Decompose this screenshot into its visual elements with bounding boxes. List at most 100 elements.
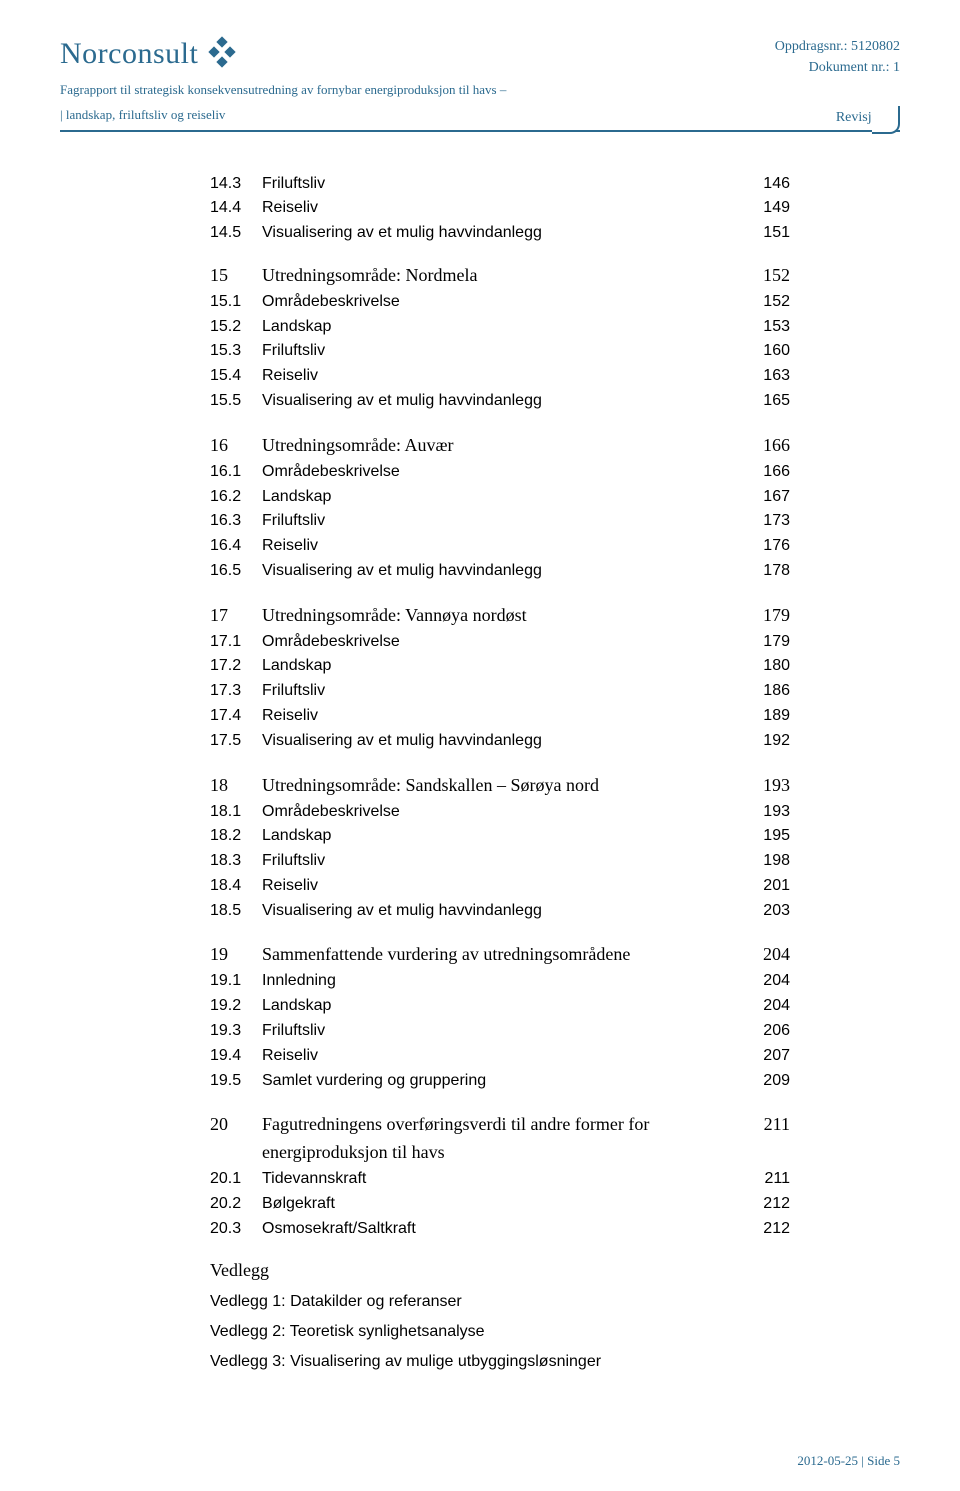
subtitle-line-1: Fagrapport til strategisk konsekvensutre… bbox=[60, 80, 900, 101]
toc-title: Friluftsliv bbox=[262, 509, 746, 534]
toc-page: 167 bbox=[746, 485, 790, 510]
toc-num: 17.1 bbox=[210, 630, 262, 655]
toc-sub: 16.5Visualisering av et mulig havvindanl… bbox=[210, 559, 790, 584]
toc-title: Visualisering av et mulig havvindanlegg bbox=[262, 221, 746, 246]
toc-section: 17Utredningsområde: Vannøya nordøst17917… bbox=[210, 602, 790, 754]
toc-page: 204 bbox=[746, 994, 790, 1019]
toc-num: 15.2 bbox=[210, 315, 262, 340]
toc-sub: 16.4Reiseliv176 bbox=[210, 534, 790, 559]
toc-page: 195 bbox=[746, 824, 790, 849]
toc-title: Osmosekraft/Saltkraft bbox=[262, 1217, 746, 1242]
toc-page: 146 bbox=[746, 172, 790, 197]
toc-num: 20.3 bbox=[210, 1217, 262, 1242]
toc-sub: 15.5Visualisering av et mulig havvindanl… bbox=[210, 389, 790, 414]
toc-page: 198 bbox=[746, 849, 790, 874]
toc-num: 20.1 bbox=[210, 1167, 262, 1192]
toc-num: 15.5 bbox=[210, 389, 262, 414]
toc-section: 19Sammenfattende vurdering av utrednings… bbox=[210, 941, 790, 1093]
toc-sub: 15.1Områdebeskrivelse152 bbox=[210, 290, 790, 315]
toc-num: 19.3 bbox=[210, 1019, 262, 1044]
toc-title: Friluftsliv bbox=[262, 849, 746, 874]
toc-sub: 19.1Innledning204 bbox=[210, 969, 790, 994]
toc-page: 203 bbox=[746, 899, 790, 924]
toc-title: Friluftsliv bbox=[262, 172, 746, 197]
toc-title: Landskap bbox=[262, 654, 746, 679]
toc-sub: 18.1Områdebeskrivelse193 bbox=[210, 800, 790, 825]
toc-num: 18.1 bbox=[210, 800, 262, 825]
logo-diamond-icon bbox=[204, 36, 240, 72]
subtitle-line-2: | landskap, friluftsliv og reiseliv bbox=[60, 105, 225, 126]
toc-title: Tidevannskraft bbox=[262, 1167, 746, 1192]
toc-heading: 18Utredningsområde: Sandskallen – Sørøya… bbox=[210, 772, 790, 800]
toc-title: Visualisering av et mulig havvindanlegg bbox=[262, 389, 746, 414]
toc-title: Reiseliv bbox=[262, 196, 746, 221]
toc-page: 163 bbox=[746, 364, 790, 389]
toc-title: Utredningsområde: Auvær bbox=[262, 432, 722, 460]
toc-num: 18.3 bbox=[210, 849, 262, 874]
toc-heading: 20Fagutredningens overføringsverdi til a… bbox=[210, 1111, 790, 1167]
toc-title: Friluftsliv bbox=[262, 339, 746, 364]
corner-curve-icon bbox=[872, 106, 900, 134]
toc-num: 17.4 bbox=[210, 704, 262, 729]
toc-num: 16.5 bbox=[210, 559, 262, 584]
toc-title: Reiseliv bbox=[262, 704, 746, 729]
toc-page: 179 bbox=[746, 602, 790, 630]
toc-page: 165 bbox=[746, 389, 790, 414]
toc-num: 16.1 bbox=[210, 460, 262, 485]
toc-num: 19 bbox=[210, 941, 262, 969]
toc-heading: 19Sammenfattende vurdering av utrednings… bbox=[210, 941, 790, 969]
toc-title: Sammenfattende vurdering av utredningsom… bbox=[262, 941, 722, 969]
toc-num: 17.2 bbox=[210, 654, 262, 679]
toc-heading: 17Utredningsområde: Vannøya nordøst179 bbox=[210, 602, 790, 630]
toc-num: 16 bbox=[210, 432, 262, 460]
toc-page: 179 bbox=[746, 630, 790, 655]
toc-num: 16.4 bbox=[210, 534, 262, 559]
toc-title: Områdebeskrivelse bbox=[262, 630, 746, 655]
toc-sub: 17.4Reiseliv189 bbox=[210, 704, 790, 729]
toc-title: Reiseliv bbox=[262, 364, 746, 389]
toc-sub: 17.3Friluftsliv186 bbox=[210, 679, 790, 704]
toc-sub: 19.2Landskap204 bbox=[210, 994, 790, 1019]
toc-page: 206 bbox=[746, 1019, 790, 1044]
toc-page: 212 bbox=[746, 1217, 790, 1242]
toc-num: 18.2 bbox=[210, 824, 262, 849]
header-divider bbox=[60, 130, 900, 132]
toc-content: 14.3Friluftsliv14614.4Reiseliv14914.5Vis… bbox=[210, 172, 790, 1378]
toc-num: 16.3 bbox=[210, 509, 262, 534]
toc-num: 19.4 bbox=[210, 1044, 262, 1069]
vedlegg-item: Vedlegg 2: Teoretisk synlighetsanalyse bbox=[210, 1317, 790, 1347]
logo-text: Norconsult bbox=[60, 37, 198, 71]
toc-sub: 14.5Visualisering av et mulig havvindanl… bbox=[210, 221, 790, 246]
toc-sub: 16.3Friluftsliv173 bbox=[210, 509, 790, 534]
toc-num: 15 bbox=[210, 262, 262, 290]
divider-wrap bbox=[60, 130, 900, 132]
meta-right: Oppdragsnr.: 5120802 Dokument nr.: 1 bbox=[775, 36, 900, 78]
toc-page: 166 bbox=[746, 432, 790, 460]
toc-num: 19.2 bbox=[210, 994, 262, 1019]
toc-sub: 18.5Visualisering av et mulig havvindanl… bbox=[210, 899, 790, 924]
toc-num: 18 bbox=[210, 772, 262, 800]
toc-sub: 16.2Landskap167 bbox=[210, 485, 790, 510]
toc-page: 204 bbox=[746, 969, 790, 994]
toc-heading: 16Utredningsområde: Auvær 166 bbox=[210, 432, 790, 460]
toc-num: 18.5 bbox=[210, 899, 262, 924]
toc-sub: 14.4Reiseliv149 bbox=[210, 196, 790, 221]
toc-page: 152 bbox=[746, 290, 790, 315]
toc-page: 186 bbox=[746, 679, 790, 704]
toc-title: Landskap bbox=[262, 315, 746, 340]
toc-title: Utredningsområde: Sandskallen – Sørøya n… bbox=[262, 772, 722, 800]
footer: 2012-05-25 | Side 5 bbox=[797, 1453, 900, 1469]
toc-sub: 20.2Bølgekraft212 bbox=[210, 1192, 790, 1217]
toc-page: 207 bbox=[746, 1044, 790, 1069]
dokument-num: Dokument nr.: 1 bbox=[775, 57, 900, 78]
toc-sub: 18.4Reiseliv201 bbox=[210, 874, 790, 899]
toc-section: 20Fagutredningens overføringsverdi til a… bbox=[210, 1111, 790, 1241]
toc-page: 204 bbox=[746, 941, 790, 969]
toc-title: Innledning bbox=[262, 969, 746, 994]
toc-title: Friluftsliv bbox=[262, 679, 746, 704]
toc-page: 166 bbox=[746, 460, 790, 485]
toc-sub: 20.1Tidevannskraft211 bbox=[210, 1167, 790, 1192]
toc-title: Reiseliv bbox=[262, 874, 746, 899]
toc-title: Samlet vurdering og gruppering bbox=[262, 1069, 746, 1094]
vedlegg-item: Vedlegg 1: Datakilder og referanser bbox=[210, 1287, 790, 1317]
